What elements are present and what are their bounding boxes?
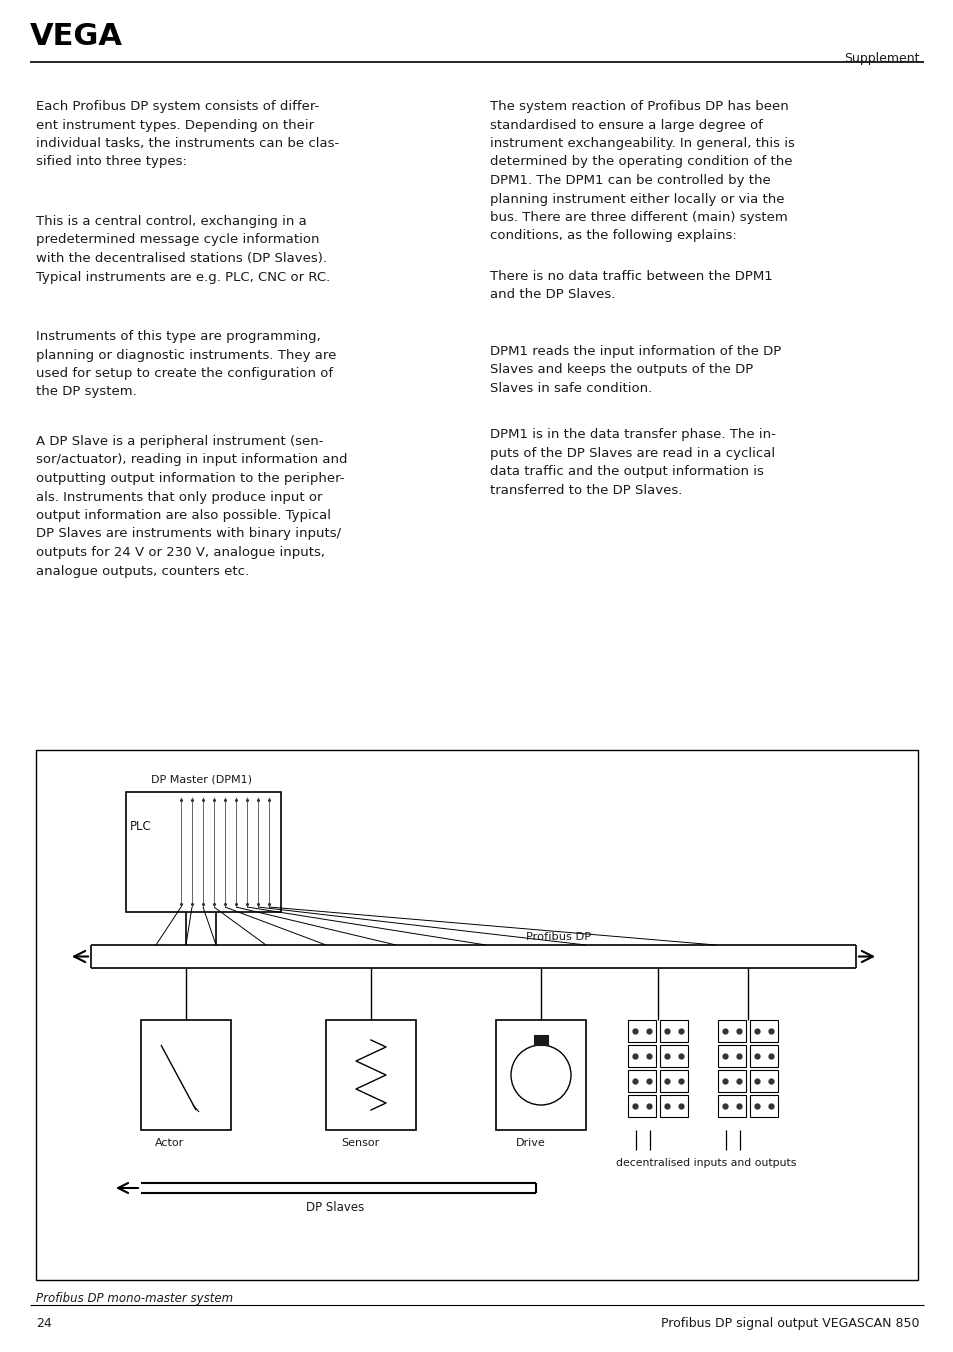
Text: Instruments of this type are programming,
planning or diagnostic instruments. Th: Instruments of this type are programming…	[36, 330, 336, 399]
Text: VEGA: VEGA	[30, 22, 123, 51]
Bar	[749, 1045, 778, 1067]
Text: 24: 24	[36, 1317, 51, 1330]
Bar	[534, 1036, 547, 1045]
Bar	[36, 750, 917, 1280]
Bar	[496, 1019, 585, 1130]
Bar	[141, 1019, 231, 1130]
Bar	[749, 1095, 778, 1117]
Text: decentralised inputs and outputs: decentralised inputs and outputs	[616, 1159, 796, 1168]
Bar	[718, 1095, 745, 1117]
Text: There is no data traffic between the DPM1
and the DP Slaves.: There is no data traffic between the DPM…	[490, 270, 772, 301]
Text: The system reaction of Profibus DP has been
standardised to ensure a large degre: The system reaction of Profibus DP has b…	[490, 100, 794, 242]
Text: DP Master (DPM1): DP Master (DPM1)	[151, 775, 252, 786]
Bar	[718, 1069, 745, 1092]
Bar	[627, 1019, 656, 1042]
Text: A DP Slave is a peripheral instrument (sen-
sor/actuator), reading in input info: A DP Slave is a peripheral instrument (s…	[36, 435, 347, 577]
Bar	[126, 792, 281, 913]
Bar	[627, 1095, 656, 1117]
Text: Actor: Actor	[154, 1138, 184, 1148]
Bar	[749, 1069, 778, 1092]
Text: Sensor: Sensor	[340, 1138, 379, 1148]
Text: Profibus DP mono-master system: Profibus DP mono-master system	[36, 1293, 233, 1305]
Bar	[659, 1069, 687, 1092]
Bar	[659, 1045, 687, 1067]
Text: Profibus DP: Profibus DP	[525, 932, 591, 942]
Bar	[326, 1019, 416, 1130]
Bar	[718, 1019, 745, 1042]
Text: DP Slaves: DP Slaves	[306, 1201, 364, 1214]
Bar	[627, 1069, 656, 1092]
Bar	[627, 1045, 656, 1067]
Text: This is a central control, exchanging in a
predetermined message cycle informati: This is a central control, exchanging in…	[36, 215, 330, 284]
Bar	[659, 1019, 687, 1042]
Text: PLC: PLC	[130, 821, 152, 833]
Bar	[749, 1019, 778, 1042]
Bar	[659, 1095, 687, 1117]
Text: DPM1 is in the data transfer phase. The in-
puts of the DP Slaves are read in a : DPM1 is in the data transfer phase. The …	[490, 429, 775, 496]
Text: DPM1 reads the input information of the DP
Slaves and keeps the outputs of the D: DPM1 reads the input information of the …	[490, 345, 781, 395]
Text: Drive: Drive	[516, 1138, 545, 1148]
Text: Profibus DP signal output VEGASCAN 850: Profibus DP signal output VEGASCAN 850	[660, 1317, 919, 1330]
Bar	[718, 1045, 745, 1067]
Text: Supplement: Supplement	[843, 51, 919, 65]
Text: Each Profibus DP system consists of differ-
ent instrument types. Depending on t: Each Profibus DP system consists of diff…	[36, 100, 339, 169]
